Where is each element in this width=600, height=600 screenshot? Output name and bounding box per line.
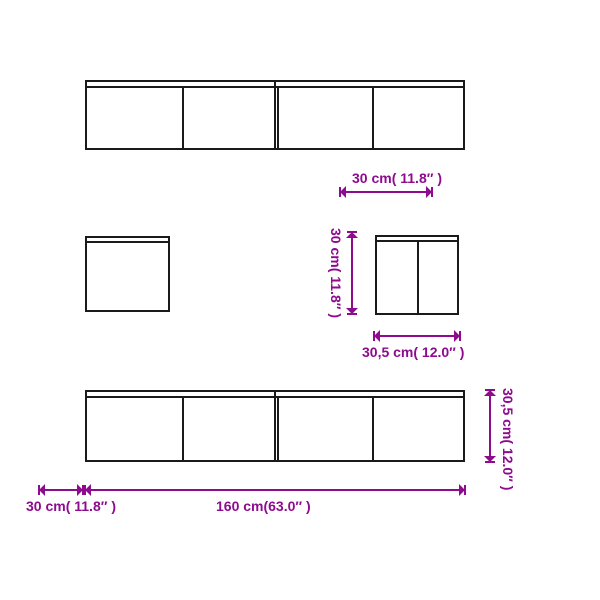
furniture-dimension-diagram: 30 cm( 11.8″ ) 30 cm( 11.8″ ) 30,5 cm( 12.… xyxy=(0,0,600,600)
top-unit-center-gap xyxy=(274,80,276,150)
top-unit-divider-1 xyxy=(182,88,184,148)
dim-label-mid_width: 30,5 cm( 12.0″ ) xyxy=(362,344,464,360)
left-cube-shelf xyxy=(87,241,168,243)
dim-label-bottom_width: 160 cm(63.0″ ) xyxy=(216,498,311,514)
bottom-unit-divider-1 xyxy=(182,398,184,460)
bottom-unit-divider-3 xyxy=(372,398,374,460)
top-unit-divider-3 xyxy=(372,88,374,148)
dim-label-mid_height: 30 cm( 11.8″ ) xyxy=(328,228,344,318)
right-cube-door-split xyxy=(417,242,419,313)
bottom-unit-divider-2 xyxy=(277,398,279,460)
dim-label-top_depth: 30 cm( 11.8″ ) xyxy=(352,170,442,186)
bottom-unit-center-gap xyxy=(274,390,276,462)
dim-label-bottom_depth: 30 cm( 11.8″ ) xyxy=(26,498,116,514)
top-unit-divider-2 xyxy=(277,88,279,148)
dim-label-bottom_height: 30,5 cm( 12.0″ ) xyxy=(500,388,516,490)
left-cube-outline xyxy=(85,236,170,312)
